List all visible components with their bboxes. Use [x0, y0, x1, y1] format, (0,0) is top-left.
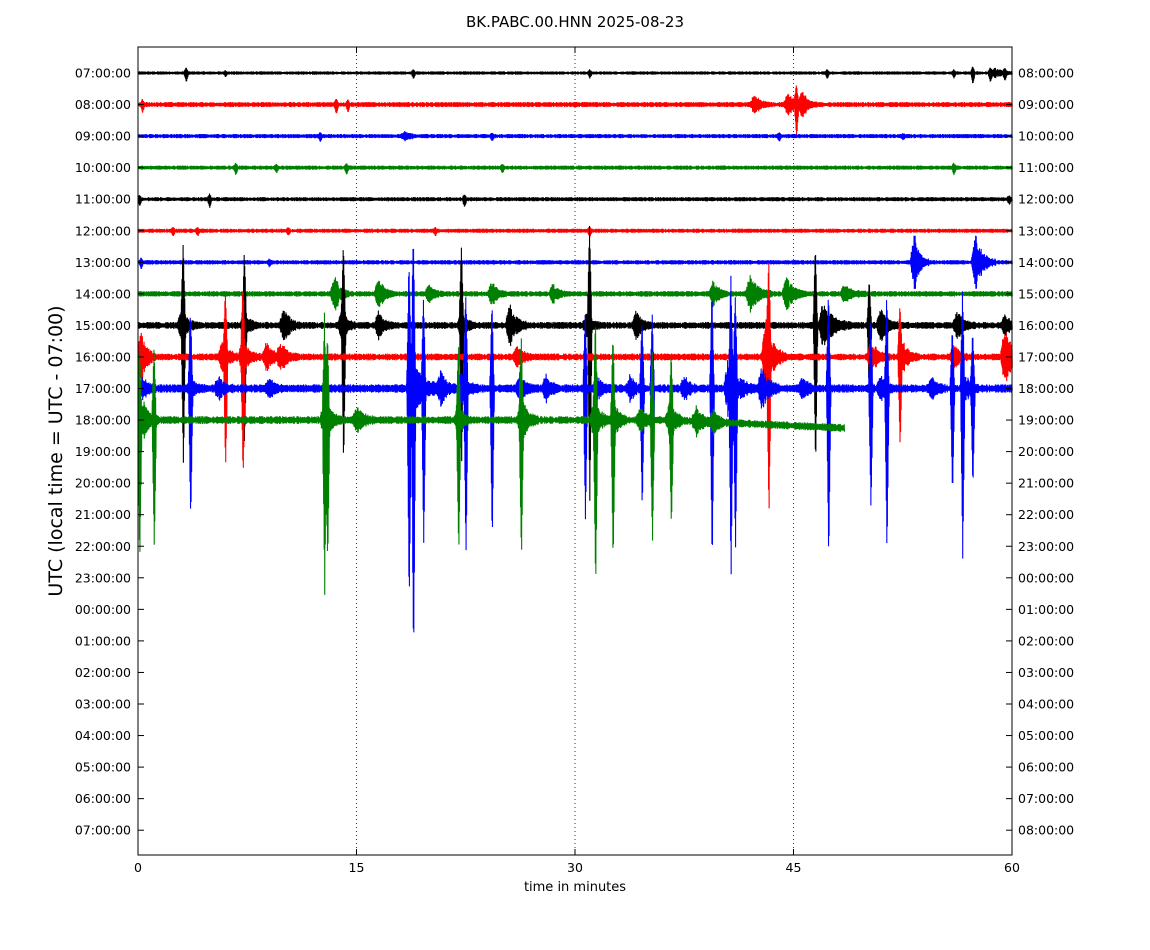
y-tick-label-right: 17:00:00: [1018, 349, 1074, 364]
trace-row-8: [137, 226, 1013, 501]
y-tick-label-right: 03:00:00: [1018, 665, 1074, 680]
y-tick-label-left: 08:00:00: [75, 97, 131, 112]
y-tick-label-left: 07:00:00: [75, 823, 131, 838]
x-tick-label: 0: [134, 860, 142, 875]
y-tick-label-right: 08:00:00: [1018, 823, 1074, 838]
y-tick-label-left: 17:00:00: [75, 381, 131, 396]
y-tick-label-right: 10:00:00: [1018, 129, 1074, 144]
trace-row-3: [137, 162, 1013, 176]
y-tick-label-right: 07:00:00: [1018, 791, 1074, 806]
y-tick-label-left: 12:00:00: [75, 223, 131, 238]
y-tick-label-left: 03:00:00: [75, 697, 131, 712]
y-tick-label-left: 09:00:00: [75, 129, 131, 144]
trace-row-1: [137, 85, 1013, 136]
y-tick-label-left: 10:00:00: [75, 160, 131, 175]
y-tick-label-left: 01:00:00: [75, 633, 131, 648]
y-tick-label-left: 18:00:00: [75, 413, 131, 428]
y-tick-label-right: 13:00:00: [1018, 223, 1074, 238]
x-tick-label: 30: [567, 860, 583, 875]
trace-row-10: [137, 248, 1013, 633]
y-tick-label-right: 06:00:00: [1018, 760, 1074, 775]
y-tick-label-right: 04:00:00: [1018, 697, 1074, 712]
y-tick-label-left: 16:00:00: [75, 349, 131, 364]
x-axis-label: time in minutes: [524, 880, 626, 895]
y-axis-label: UTC (local time = UTC - 07:00): [45, 305, 67, 596]
y-tick-label-right: 21:00:00: [1018, 476, 1074, 491]
y-tick-label-left: 00:00:00: [75, 602, 131, 617]
y-tick-label-right: 05:00:00: [1018, 728, 1074, 743]
y-tick-label-left: 04:00:00: [75, 728, 131, 743]
grid-lines: [356, 47, 794, 855]
y-tick-label-left: 15:00:00: [75, 318, 131, 333]
trace-row-2: [137, 130, 1013, 142]
x-tick-label: 45: [786, 860, 802, 875]
y-tick-label-right: 11:00:00: [1018, 160, 1074, 175]
trace-row-11: [137, 312, 846, 595]
y-tick-label-right: 20:00:00: [1018, 444, 1074, 459]
trace-row-9: [137, 263, 1013, 509]
x-tick-label: 60: [1004, 860, 1020, 875]
y-tick-label-right: 14:00:00: [1018, 255, 1074, 270]
trace-row-7: [137, 275, 1013, 313]
trace-row-6: [137, 235, 1013, 289]
y-tick-label-left: 07:00:00: [75, 66, 131, 81]
y-tick-label-left: 21:00:00: [75, 507, 131, 522]
trace-row-0: [137, 66, 1013, 84]
y-tick-label-right: 08:00:00: [1018, 66, 1074, 81]
y-tick-label-left: 13:00:00: [75, 255, 131, 270]
y-tick-label-right: 23:00:00: [1018, 539, 1074, 554]
y-tick-label-right: 02:00:00: [1018, 633, 1074, 648]
y-tick-label-left: 20:00:00: [75, 476, 131, 491]
y-tick-label-right: 16:00:00: [1018, 318, 1074, 333]
y-tick-label-right: 12:00:00: [1018, 192, 1074, 207]
x-tick-label: 15: [349, 860, 365, 875]
traces: [137, 66, 1013, 633]
axes: 0 15 30 45 60 07:00:00 08:00:00 08:00:00 09:00:0…: [75, 46, 1074, 875]
y-tick-label-right: 00:00:00: [1018, 570, 1074, 585]
y-tick-label-left: 02:00:00: [75, 665, 131, 680]
trace-row-5: [137, 226, 1013, 238]
y-tick-label-left: 23:00:00: [75, 570, 131, 585]
y-tick-label-left: 11:00:00: [75, 192, 131, 207]
y-tick-label-left: 19:00:00: [75, 444, 131, 459]
y-tick-label-right: 15:00:00: [1018, 286, 1074, 301]
trace-row-4: [137, 193, 1013, 208]
y-tick-label-right: 01:00:00: [1018, 602, 1074, 617]
y-tick-label-left: 06:00:00: [75, 791, 131, 806]
y-tick-label-right: 22:00:00: [1018, 507, 1074, 522]
y-tick-label-left: 14:00:00: [75, 286, 131, 301]
y-tick-label-left: 05:00:00: [75, 760, 131, 775]
y-tick-label-right: 09:00:00: [1018, 97, 1074, 112]
y-tick-label-left: 22:00:00: [75, 539, 131, 554]
y-tick-label-right: 18:00:00: [1018, 381, 1074, 396]
y-tick-label-right: 19:00:00: [1018, 413, 1074, 428]
chart-title: BK.PABC.00.HNN 2025-08-23: [466, 13, 684, 31]
